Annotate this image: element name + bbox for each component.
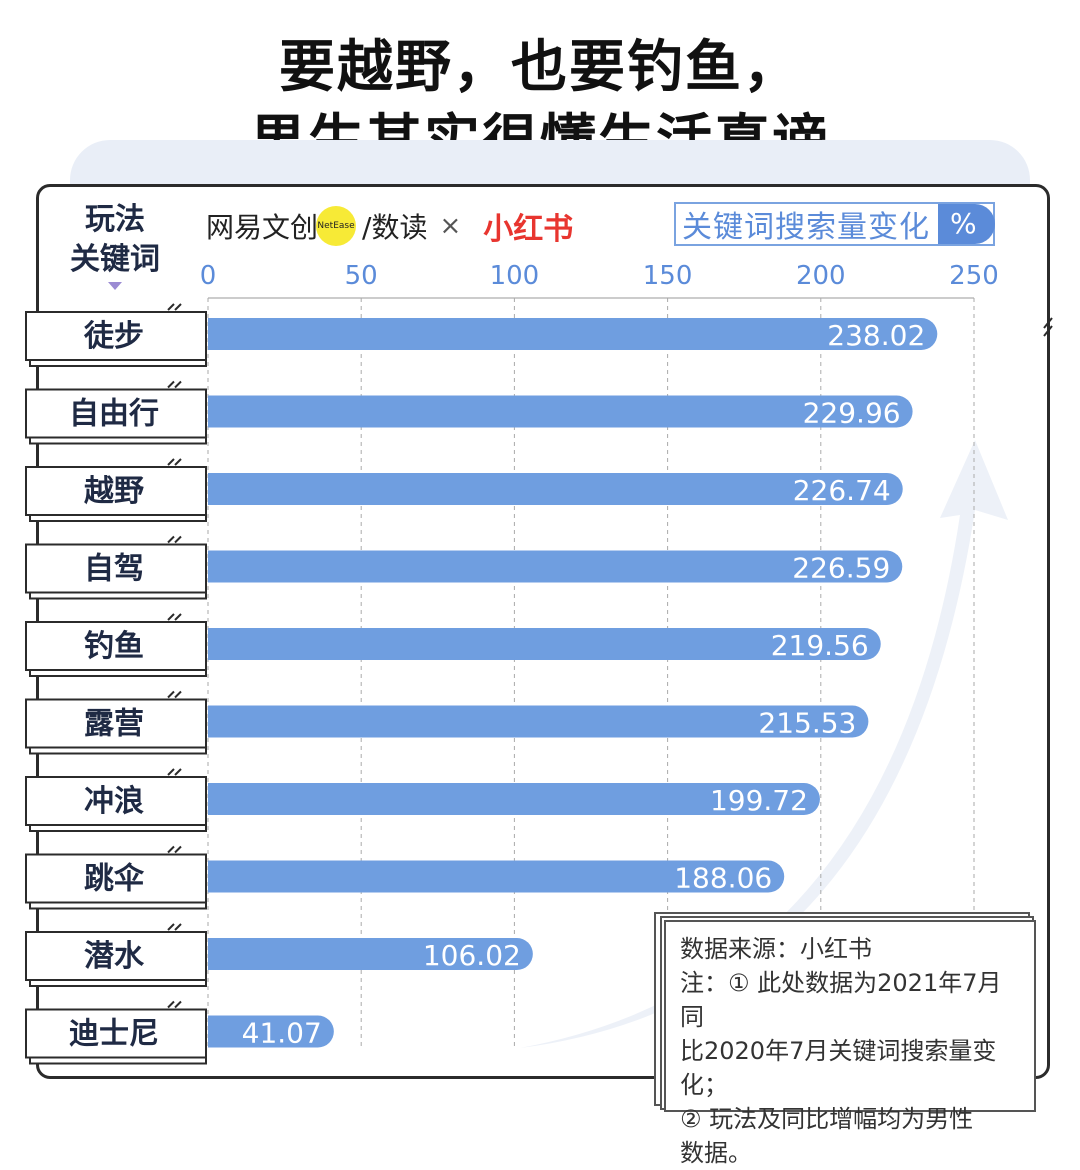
card-tick-icon [167,690,182,699]
bar-chart: 0 50 100 150 200 250 徒步 238.02 自由行 229.96 越野 226.74… [25,261,1053,1065]
bar [208,938,533,970]
triangle-down-icon [108,282,122,290]
category-card [25,931,207,981]
bar-value-label: 199.72 [710,784,808,817]
note-line-3: ② 玩法及同比增幅均为男性 [680,1105,974,1133]
x-tick-label-200: 200 [796,261,846,291]
category-card [25,543,207,594]
bar-value-label: 238.02 [827,319,925,352]
shudu-logo-text: /数读 [362,211,428,244]
bar [208,318,938,350]
category-card [25,311,207,361]
source-note: 数据来源：小红书 注：① 此处数据为2021年7月同 比2020年7月关键词搜索… [664,920,1036,1167]
bar-value-label: 106.02 [423,939,521,972]
category-label: 徒步 [83,319,144,354]
category-card [25,698,207,749]
bar [208,705,869,738]
category-label: 钓鱼 [84,629,144,664]
netease-dot-logo: NetEase [316,206,357,246]
bar [208,473,903,505]
bar-value-label: 188.06 [674,862,772,895]
cross-icon: × [439,211,462,241]
category-label: 冲浪 [84,784,144,819]
category-card [25,621,207,671]
card-tick-icon [167,303,182,311]
bar-value-label: 226.74 [793,474,891,507]
bar [208,628,881,660]
card-tick-icon [167,458,182,466]
netease-logo-text: 网易文创 [206,211,319,244]
page-title-line-1: 要越野，也要钓鱼， [279,35,801,100]
note-source: 数据来源：小红书 [680,935,872,963]
category-label: 跳伞 [84,862,145,897]
bar-value-label: 226.59 [792,552,890,585]
category-axis-title-text: 玩法 关键词 [70,202,160,277]
card-tick-icon [167,768,182,776]
x-tick-label-250: 250 [949,261,999,291]
bar-value-label: 229.96 [803,397,901,430]
brand-logos: 网易文创 NetEase /数读 × 小红书 [206,204,573,248]
category-label: 潜水 [84,939,145,974]
card-tick-icon [167,1000,182,1009]
bar-value-label: 219.56 [771,629,869,662]
bar [208,860,785,893]
category-card [25,1008,207,1059]
card-tick-icon [167,845,182,854]
axis-break-icon [1043,317,1053,337]
card-tick-icon [167,923,182,931]
category-label: 自驾 [84,552,144,587]
bar [208,395,913,428]
bar [208,1015,334,1048]
legend: 关键词搜索量变化 % [674,202,995,246]
category-label: 迪士尼 [69,1017,159,1052]
category-card [25,388,207,439]
category-label: 越野 [84,474,144,509]
card-tick-icon [167,613,182,621]
legend-label: 关键词搜索量变化 [682,210,930,245]
category-label: 露营 [84,707,144,742]
note-line-4: 数据。 [680,1139,752,1167]
growth-arrow-icon [520,440,1008,1048]
xiaohongshu-logo-text: 小红书 [483,212,574,247]
card-tick-icon [167,380,182,389]
note-line-1: 注：① 此处数据为2021年7月同 [680,969,1002,1031]
bar [208,550,903,583]
bar-value-label: 41.07 [242,1017,322,1050]
bar [208,783,820,815]
category-card [25,853,207,904]
x-tick-label-150: 150 [643,261,693,291]
card-tick-icon [167,535,182,544]
note-line-2: 比2020年7月关键词搜索量变化； [680,1037,997,1099]
category-axis-title: 玩法 关键词 [60,200,170,290]
legend-unit: % [938,204,995,244]
category-label: 自由行 [69,397,159,432]
x-tick-label-50: 50 [345,261,378,291]
bar-value-label: 215.53 [758,707,856,740]
x-tick-label-100: 100 [490,261,540,291]
category-card [25,466,207,516]
x-tick-label-0: 0 [200,261,217,291]
category-card [25,776,207,826]
